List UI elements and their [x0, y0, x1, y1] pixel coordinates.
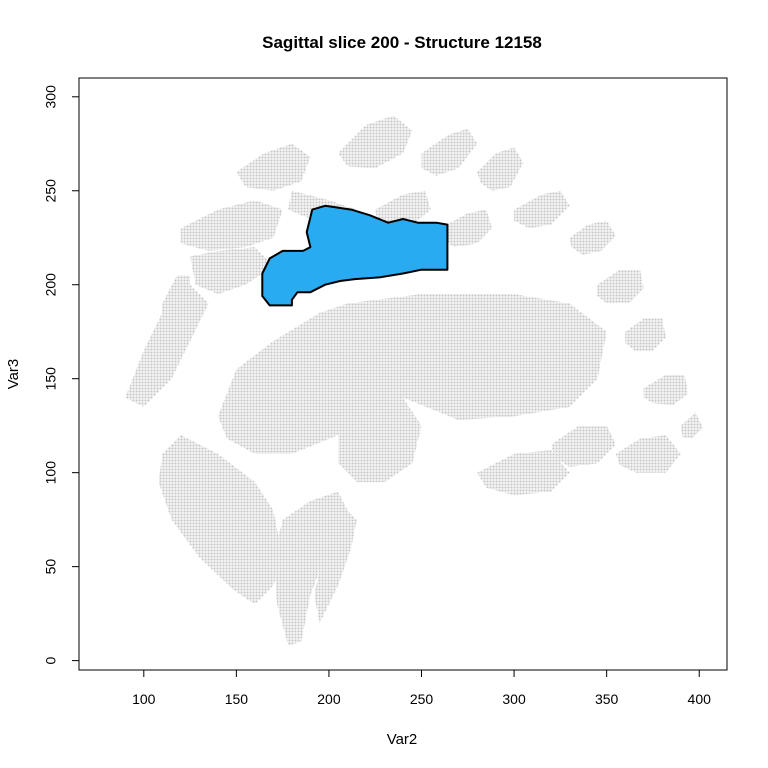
background-region-18 [615, 435, 681, 473]
x-tick-label: 150 [225, 691, 249, 707]
x-axis: 100 150 200 250 300 350 400 [132, 669, 712, 707]
background-region-13 [514, 190, 570, 229]
background-region-3 [338, 397, 422, 483]
background-region-6 [180, 200, 283, 251]
background-region-0 [217, 294, 607, 454]
y-tick-label: 100 [43, 461, 59, 485]
background-region-2 [273, 491, 348, 646]
x-tick-label: 100 [132, 691, 156, 707]
y-tick-label: 150 [43, 367, 59, 391]
y-axis-label: Var3 [5, 359, 22, 390]
x-tick-label: 400 [688, 691, 712, 707]
structure-region [261, 204, 449, 307]
y-axis: 0 50 100 150 200 250 300 [43, 85, 80, 665]
background-region-16 [625, 318, 666, 351]
x-tick-label: 200 [317, 691, 341, 707]
background-region-20 [440, 209, 492, 248]
x-axis-label: Var2 [387, 731, 418, 748]
background-region-22 [162, 275, 191, 323]
background-region-10 [338, 115, 413, 169]
x-tick-label: 250 [410, 691, 434, 707]
background-region-7 [125, 284, 209, 407]
background-region-4 [314, 500, 357, 623]
background-region-23 [477, 450, 570, 496]
y-tick-label: 250 [43, 179, 59, 203]
x-tick-label: 350 [595, 691, 619, 707]
structure-polygon [261, 204, 449, 307]
background-region-19 [551, 425, 616, 467]
background-region-1 [158, 435, 283, 605]
background-region-17 [643, 374, 689, 405]
background-region-11 [421, 128, 478, 176]
background-region-9 [236, 143, 311, 191]
background-region-15 [597, 269, 644, 304]
background-region-24 [680, 412, 703, 439]
y-tick-label: 0 [43, 657, 59, 665]
background-region-8 [190, 247, 274, 295]
x-tick-label: 300 [502, 691, 526, 707]
y-tick-label: 50 [43, 559, 59, 575]
background-region-14 [569, 220, 616, 255]
y-tick-label: 300 [43, 85, 59, 109]
chart-title: Sagittal slice 200 - Structure 12158 [262, 33, 542, 52]
background-region-21 [375, 190, 431, 229]
brain-slice-background [125, 115, 703, 646]
y-tick-label: 200 [43, 273, 59, 297]
background-region-12 [477, 147, 524, 191]
